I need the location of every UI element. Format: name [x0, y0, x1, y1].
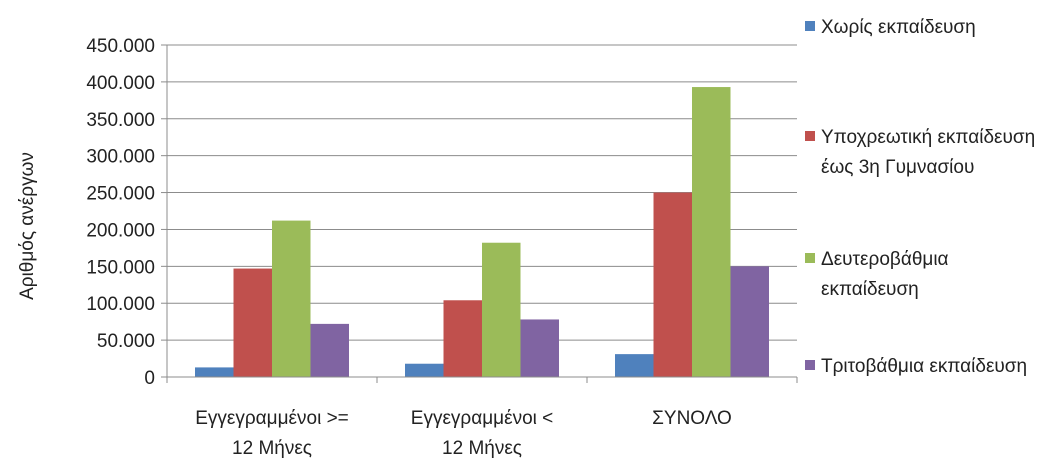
bar [692, 87, 731, 377]
bar [310, 323, 349, 377]
legend-swatch [805, 253, 815, 263]
bar [195, 367, 234, 377]
legend-item: Τριτοβάθμια εκπαίδευση [805, 352, 1051, 382]
bar [443, 300, 482, 377]
x-tick-label: Εγγεγραμμένοι >= 12 Μήνες [195, 408, 349, 459]
legend-swatch [805, 21, 815, 31]
bar [653, 192, 692, 377]
legend-item: Υποχρεωτική εκπαίδευση έως 3η Γυμνασίου [805, 123, 1051, 183]
y-tick-label: 250.000 [86, 184, 155, 205]
legend-swatch [805, 131, 815, 141]
bar [615, 354, 654, 377]
y-axis-label: Αριθμός ανέργων [17, 152, 38, 300]
bar [272, 220, 311, 377]
legend-label: Χωρίς εκπαίδευση [821, 17, 976, 38]
y-tick-label: 400.000 [86, 73, 155, 94]
legend-label: Δευτεροβάθμια εκπαίδευση [821, 249, 949, 300]
bar-chart: 0 50.000 100.000 150.000 200.000 250.000 300.0… [17, 36, 798, 459]
y-tick-label: 50.000 [97, 331, 155, 352]
legend-item: Χωρίς εκπαίδευση [805, 13, 1051, 43]
y-tick-label: 0 [144, 368, 155, 389]
y-tick-labels: 0 50.000 100.000 150.000 200.000 250.000 300.0… [86, 36, 155, 389]
legend-label: Τριτοβάθμια εκπαίδευση [821, 356, 1028, 377]
y-tick-label: 150.000 [86, 257, 155, 278]
y-tick-label: 350.000 [86, 110, 155, 131]
bar [405, 363, 444, 377]
legend-label: Υποχρεωτική εκπαίδευση έως 3η Γυμνασίου [821, 127, 1036, 178]
bar [520, 319, 559, 377]
bar [233, 268, 272, 377]
axes [161, 44, 798, 383]
bar [482, 242, 521, 377]
y-tick-label: 450.000 [86, 36, 155, 57]
x-tick-label: Εγγεγραμμένοι <12 Μήνες [411, 408, 553, 459]
x-tick-labels: Εγγεγραμμένοι >= 12 Μήνες Εγγεγραμμένοι <1… [195, 408, 732, 459]
legend: Χωρίς εκπαίδευση Υποχρεωτική εκπαίδευση έ… [805, 0, 1058, 460]
bars [195, 87, 769, 377]
legend-swatch [805, 360, 815, 370]
x-tick-label: ΣΥΝΟΛΟ [652, 408, 732, 429]
y-tick-label: 100.000 [86, 294, 155, 315]
y-tick-label: 300.000 [86, 147, 155, 168]
y-tick-label: 200.000 [86, 220, 155, 241]
legend-item: Δευτεροβάθμια εκπαίδευση [805, 245, 1051, 305]
bar [730, 266, 769, 377]
